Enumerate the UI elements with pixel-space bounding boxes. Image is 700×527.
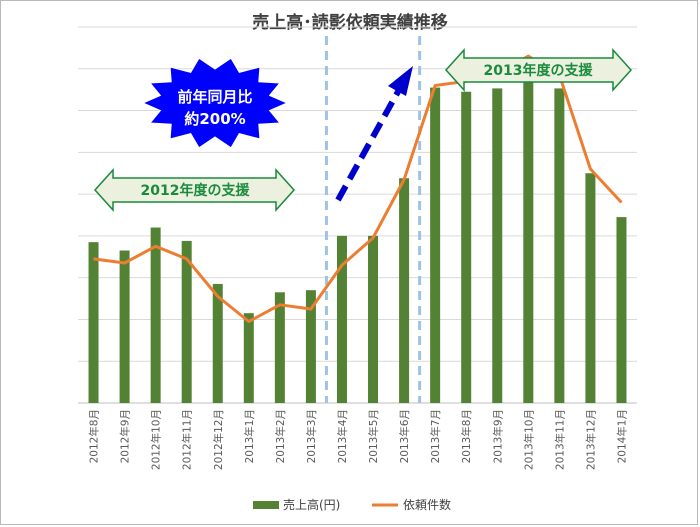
bar	[243, 313, 254, 403]
legend-line-label: 依頼件数	[403, 497, 451, 512]
x-tick-label: 2013年8月	[460, 409, 473, 463]
bar	[119, 250, 130, 403]
period-dividers	[324, 36, 422, 403]
x-tick-label: 2012年11月	[181, 409, 194, 470]
trend-arrow-shaft	[335, 86, 403, 202]
chart-title: 売上高･読影依頼実績推移	[252, 13, 448, 33]
x-tick-label: 2012年8月	[88, 409, 101, 463]
growth-trend-arrow	[335, 66, 413, 202]
bar	[461, 91, 472, 403]
burst-line1: 前年同月比	[177, 88, 252, 106]
yoy-burst: 前年同月比 約200%	[141, 57, 289, 149]
bar	[585, 173, 596, 403]
x-tick-label: 2013年11月	[553, 409, 566, 470]
double-arrow-shape	[444, 48, 633, 92]
support-2013-label: 2013年度の支援	[484, 62, 594, 79]
bar	[212, 283, 223, 403]
bar	[554, 88, 565, 403]
x-tick-label: 2013年3月	[305, 409, 318, 463]
x-tick-label: 2013年4月	[336, 409, 349, 463]
bar	[274, 292, 285, 403]
x-tick-label: 2014年1月	[615, 409, 628, 463]
bar	[336, 235, 347, 403]
support-2013-arrow: 2013年度の支援	[444, 48, 633, 92]
bar	[616, 217, 627, 403]
x-tick-label: 2013年1月	[243, 409, 256, 463]
trend-arrow-head	[388, 66, 413, 96]
bar	[150, 227, 161, 403]
legend-bar-swatch	[253, 501, 279, 509]
support-2012-arrow: 2012年度の支援	[93, 168, 296, 212]
x-tick-label: 2013年7月	[429, 409, 442, 463]
bar	[492, 88, 503, 403]
x-tick-label: 2013年12月	[584, 409, 597, 470]
x-tick-label: 2012年10月	[150, 409, 163, 470]
x-tick-label: 2013年10月	[522, 409, 535, 470]
bar	[399, 178, 410, 403]
legend-bar-label: 売上高(円)	[283, 497, 340, 512]
x-tick-label: 2012年12月	[212, 409, 225, 470]
x-tick-label: 2012年9月	[119, 409, 132, 463]
bar	[523, 68, 534, 404]
burst-shape	[141, 57, 289, 149]
burst-line2: 約200%	[184, 110, 245, 128]
x-tick-label: 2013年6月	[398, 409, 411, 463]
bar	[430, 87, 441, 404]
x-tick-label: 2013年9月	[491, 409, 504, 463]
bar-series	[88, 68, 627, 404]
support-2012-label: 2012年度の支援	[141, 182, 251, 199]
bar	[368, 235, 379, 403]
x-tick-label: 2013年2月	[274, 409, 287, 463]
double-arrow-shape	[93, 168, 296, 212]
x-tick-label: 2013年5月	[367, 409, 380, 463]
bar	[305, 290, 316, 403]
x-tick-labels: 2012年8月 2012年9月 2012年10月 2012年11月 2012年12月 20…	[88, 409, 629, 470]
legend: 売上高(円) 依頼件数	[253, 497, 451, 512]
bar	[181, 240, 192, 403]
bar	[88, 242, 99, 403]
